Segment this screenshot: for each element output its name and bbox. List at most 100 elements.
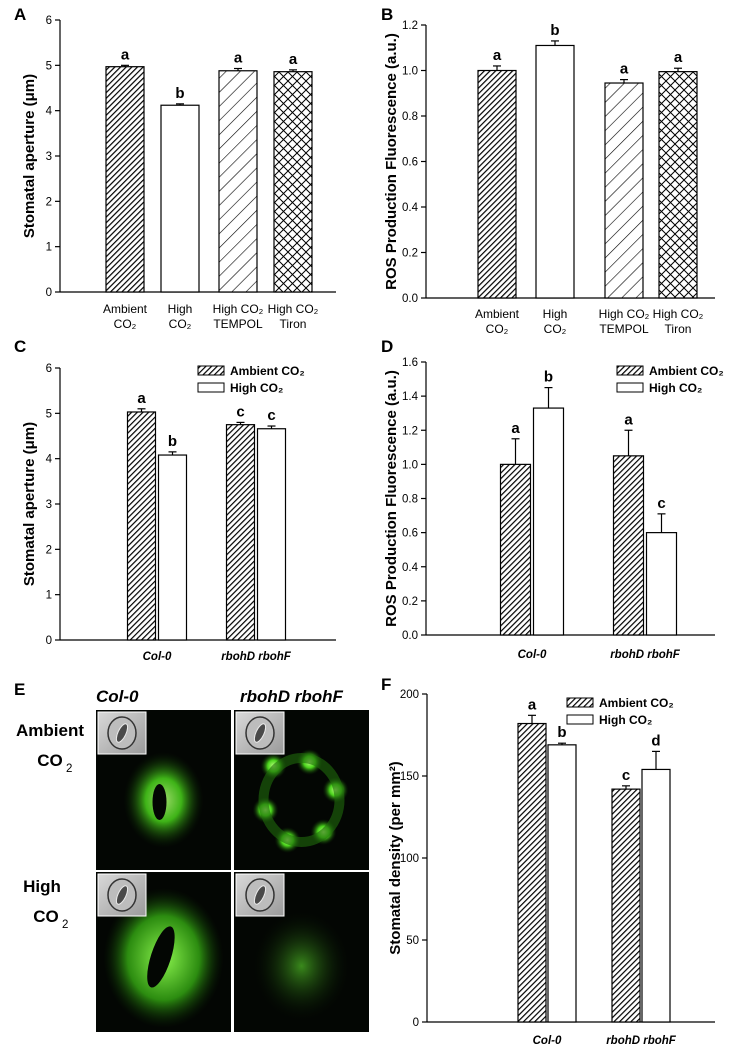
bar xyxy=(126,411,157,641)
y-tick-label: 0.4 xyxy=(402,202,419,214)
legend-swatch xyxy=(616,365,644,376)
panel-letter: A xyxy=(14,5,26,24)
bar xyxy=(604,82,644,299)
y-tick-label: 1.4 xyxy=(402,391,419,403)
legend-label: High CO₂ xyxy=(649,381,702,395)
y-tick-label: 200 xyxy=(400,689,419,701)
category-label: High xyxy=(543,307,568,321)
y-tick-label: 0 xyxy=(413,1017,419,1029)
legend-label: High CO₂ xyxy=(599,713,652,727)
significance-letter: b xyxy=(168,433,177,450)
y-tick-label: 1.0 xyxy=(402,66,418,78)
bar xyxy=(157,454,188,641)
significance-letter: a xyxy=(528,696,537,713)
group-label: Col-0 xyxy=(533,1035,562,1047)
micrograph xyxy=(234,872,369,1032)
inset-pore xyxy=(115,885,129,905)
bar xyxy=(535,44,575,299)
row-label: CO xyxy=(37,751,63,770)
y-tick-label: 5 xyxy=(46,60,52,72)
y-axis-label: ROS Production Fluorescence (a.u.) xyxy=(383,370,400,627)
category-label: CO₂ xyxy=(544,322,567,336)
legend-swatch xyxy=(616,382,644,393)
bar xyxy=(612,455,645,636)
row-label: High xyxy=(23,877,61,896)
significance-letter: d xyxy=(651,732,660,749)
y-tick-label: 0.6 xyxy=(402,157,418,169)
y-tick-label: 0.8 xyxy=(402,111,418,123)
category-label: Tiron xyxy=(280,317,307,331)
micrograph xyxy=(234,710,369,870)
y-tick-label: 0.8 xyxy=(402,494,418,506)
row-label: CO xyxy=(33,907,59,926)
category-label: High CO₂ xyxy=(653,307,704,321)
y-tick-label: 2 xyxy=(46,544,52,556)
significance-letter: c xyxy=(622,767,630,784)
significance-letter: a xyxy=(121,46,130,63)
legend-swatch xyxy=(197,382,225,393)
y-tick-label: 0.6 xyxy=(402,528,418,540)
row-label-subscript: 2 xyxy=(62,919,68,931)
significance-letter: c xyxy=(236,403,244,420)
significance-letter: c xyxy=(657,495,665,512)
y-tick-label: 6 xyxy=(46,363,52,375)
y-axis-label: Stomatal aperture (μm) xyxy=(21,422,38,586)
significance-letter: a xyxy=(289,51,298,68)
y-tick-label: 3 xyxy=(46,499,52,511)
chart-F: 0 50 100 150 200 F Stomatal density (per mm²) a… xyxy=(381,675,715,1047)
y-tick-label: 0.4 xyxy=(402,562,419,574)
y-axis-label: ROS Production Fluorescence (a.u.) xyxy=(383,33,400,290)
significance-letter: a xyxy=(674,49,683,66)
significance-letter: b xyxy=(557,724,566,741)
y-tick-label: 6 xyxy=(46,15,52,27)
significance-letter: a xyxy=(234,50,243,67)
category-label: Ambient xyxy=(103,302,148,316)
y-tick-label: 1.2 xyxy=(402,425,418,437)
y-tick-label: 0.2 xyxy=(402,596,418,608)
significance-letter: a xyxy=(620,61,629,78)
panel-letter: D xyxy=(381,337,393,356)
y-tick-label: 1.0 xyxy=(402,459,418,471)
significance-letter: a xyxy=(511,420,520,437)
panel-letter: E xyxy=(14,680,25,699)
y-tick-label: 4 xyxy=(46,106,53,118)
bar xyxy=(499,463,532,636)
y-tick-label: 0.0 xyxy=(402,630,418,642)
y-tick-label: 3 xyxy=(46,151,52,163)
significance-letter: b xyxy=(544,369,553,386)
y-tick-label: 0 xyxy=(46,287,52,299)
y-tick-label: 0 xyxy=(46,635,52,647)
bar xyxy=(645,532,678,636)
category-label: CO₂ xyxy=(114,317,137,331)
significance-letter: a xyxy=(493,47,502,64)
panel-letter: F xyxy=(381,675,391,694)
stomatal-pore xyxy=(147,926,175,988)
category-label: High xyxy=(168,302,193,316)
guard-cell-outline xyxy=(258,753,345,847)
legend-label: High CO₂ xyxy=(230,381,283,395)
micrograph xyxy=(96,710,231,870)
bar xyxy=(218,70,258,293)
significance-letter: c xyxy=(267,407,275,424)
bar xyxy=(641,768,671,1023)
significance-letter: b xyxy=(550,22,559,39)
legend-swatch xyxy=(566,714,594,725)
significance-letter: a xyxy=(137,390,146,407)
category-label: High CO₂ xyxy=(213,302,264,316)
bar xyxy=(273,71,313,293)
group-label: Col-0 xyxy=(518,649,547,661)
category-label: High CO₂ xyxy=(268,302,319,316)
y-tick-label: 50 xyxy=(406,935,419,947)
bar xyxy=(225,424,256,641)
bar xyxy=(532,407,565,636)
y-tick-label: 100 xyxy=(400,853,419,865)
chart-C: 0 1 2 3 4 5 6 C Stomatal aperture (μm) a b Col-0 c c r… xyxy=(14,337,336,663)
column-label: Col-0 xyxy=(96,687,139,706)
bar xyxy=(547,744,577,1023)
y-tick-label: 2 xyxy=(46,196,52,208)
chart-B: 0.0 0.2 0.4 0.6 0.8 1.0 1.2 B ROS Production Flu… xyxy=(381,5,715,336)
y-tick-label: 0.0 xyxy=(402,293,418,305)
y-tick-label: 4 xyxy=(46,454,53,466)
